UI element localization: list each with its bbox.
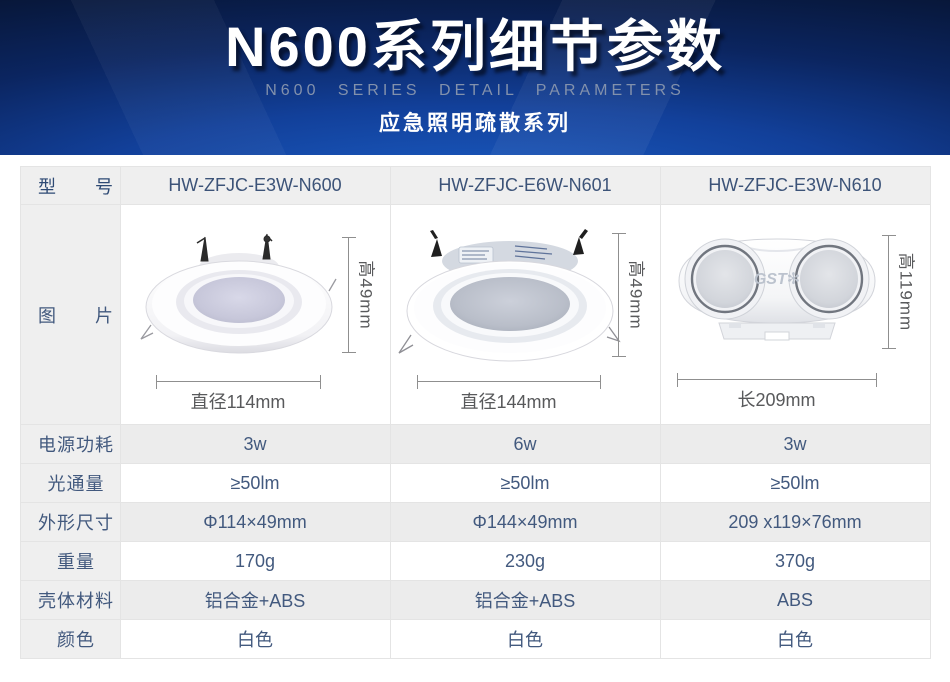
width-dimension-label: 直径144mm — [460, 392, 557, 412]
lens — [449, 277, 570, 331]
page-title: N600系列细节参数 — [225, 15, 725, 78]
height-dimension-line: 高49mm — [341, 237, 375, 353]
width-dimension-label: 直径114mm — [190, 392, 286, 412]
product-image-cell-n601: 高49mm 直径144mm — [389, 204, 661, 425]
weight-value: 370g — [659, 541, 931, 581]
downlight-n601-image — [397, 229, 621, 362]
width-dimension-line: 直径144mm — [416, 375, 601, 412]
color-value: 白色 — [389, 619, 661, 659]
power-value: 3w — [119, 424, 391, 464]
weight-value: 230g — [389, 541, 661, 581]
image-row-label: 图 片 — [19, 204, 121, 425]
flux-value: ≥50lm — [389, 463, 661, 503]
spec-table: 型 号 HW-ZFJC-E3W-N600 HW-ZFJC-E6W-N601 HW… — [19, 166, 931, 659]
height-dimension-label: 高49mm — [356, 260, 375, 330]
wire-spring-icon — [139, 278, 337, 340]
power-value: 3w — [659, 424, 931, 464]
height-dimension-label: 高119mm — [896, 252, 915, 332]
length-dimension-line: 长209mm — [676, 373, 877, 410]
image-row: 图 片 — [19, 204, 931, 425]
size-row-label: 外形尺寸 — [19, 502, 121, 542]
color-row: 颜色 白色 白色 白色 — [19, 619, 931, 659]
weight-row: 重量 170g 230g 370g — [19, 541, 931, 581]
length-dimension-label: 长209mm — [737, 390, 816, 410]
flux-row-label: 光通量 — [19, 463, 121, 503]
model-row: 型 号 HW-ZFJC-E3W-N600 HW-ZFJC-E6W-N601 HW… — [19, 166, 931, 205]
lamp-right — [788, 238, 869, 320]
width-dimension-line: 直径114mm — [155, 375, 321, 412]
weight-value: 170g — [119, 541, 391, 581]
flux-value: ≥50lm — [659, 463, 931, 503]
lamp-left — [684, 238, 765, 320]
model-name-n600: HW-ZFJC-E3W-N600 — [119, 166, 391, 205]
size-value: Φ114×49mm — [119, 502, 391, 542]
flux-value: ≥50lm — [119, 463, 391, 503]
mounting-plate — [717, 322, 836, 341]
emergency-light-n610-image: GST✻ — [677, 238, 876, 341]
spring-clip-icon — [196, 233, 273, 262]
color-value: 白色 — [119, 619, 391, 659]
size-value: Φ144×49mm — [389, 502, 661, 542]
model-name-n601: HW-ZFJC-E6W-N601 — [389, 166, 661, 205]
page-subtitle-en: N600 SERIES DETAIL PARAMETERS — [265, 81, 685, 99]
material-row-label: 壳体材料 — [19, 580, 121, 620]
model-row-label: 型 号 — [19, 166, 121, 205]
power-row-label: 电源功耗 — [19, 424, 121, 464]
color-row-label: 颜色 — [19, 619, 121, 659]
header-banner: N600系列细节参数 N600 SERIES DETAIL PARAMETERS… — [0, 0, 950, 155]
gst-logo-text: GST✻ — [753, 271, 799, 288]
height-dimension-line: 高49mm — [611, 233, 645, 357]
size-row: 外形尺寸 Φ114×49mm Φ144×49mm 209 x119×76mm — [19, 502, 931, 542]
color-value: 白色 — [659, 619, 931, 659]
material-value: ABS — [659, 580, 931, 620]
flux-row: 光通量 ≥50lm ≥50lm ≥50lm — [19, 463, 931, 503]
product-image-cell-n610: GST✻ 高119mm 长209mm — [659, 204, 931, 425]
series-label: 应急照明疏散系列 — [379, 111, 571, 135]
product-image-cell-n600: 高49mm 直径114mm — [119, 204, 391, 425]
model-name-n610: HW-ZFJC-E3W-N610 — [659, 166, 931, 205]
height-dimension-line: 高119mm — [881, 235, 915, 349]
power-value: 6w — [389, 424, 661, 464]
downlight-n600-image — [139, 233, 337, 354]
weight-row-label: 重量 — [19, 541, 121, 581]
material-value: 铝合金+ABS — [119, 580, 391, 620]
material-value: 铝合金+ABS — [389, 580, 661, 620]
size-value: 209 x119×76mm — [659, 502, 931, 542]
spring-clip-icon — [429, 229, 588, 257]
power-row: 电源功耗 3w 6w 3w — [19, 424, 931, 464]
lens — [192, 277, 285, 323]
height-dimension-label: 高49mm — [626, 260, 645, 330]
material-row: 壳体材料 铝合金+ABS 铝合金+ABS ABS — [19, 580, 931, 620]
